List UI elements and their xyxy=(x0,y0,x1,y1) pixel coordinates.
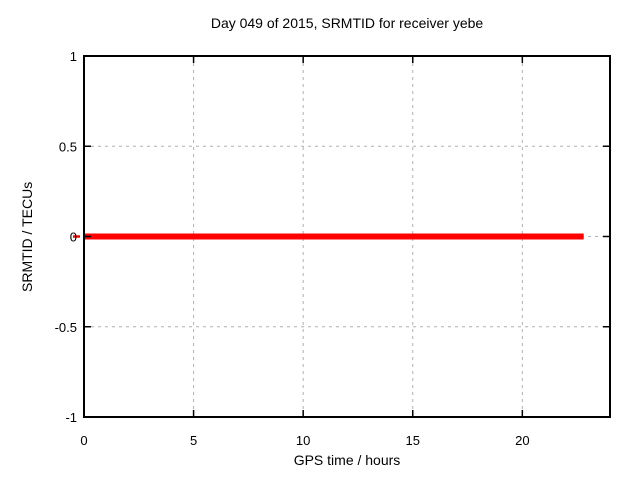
x-tick-label: 15 xyxy=(406,433,420,448)
y-tick-label: -1 xyxy=(65,410,77,425)
x-tick-label: 5 xyxy=(190,433,197,448)
x-tick-label: 0 xyxy=(80,433,87,448)
x-tick-label: 20 xyxy=(515,433,529,448)
y-tick-label: 0 xyxy=(70,230,77,245)
y-tick-label: 1 xyxy=(70,49,77,64)
chart-title: Day 049 of 2015, SRMTID for receiver yeb… xyxy=(210,15,484,31)
y-tick-label: -0.5 xyxy=(55,320,77,335)
x-tick-label: 10 xyxy=(296,433,310,448)
y-tick-label: 0.5 xyxy=(59,139,77,154)
x-axis-label: GPS time / hours xyxy=(293,452,401,468)
